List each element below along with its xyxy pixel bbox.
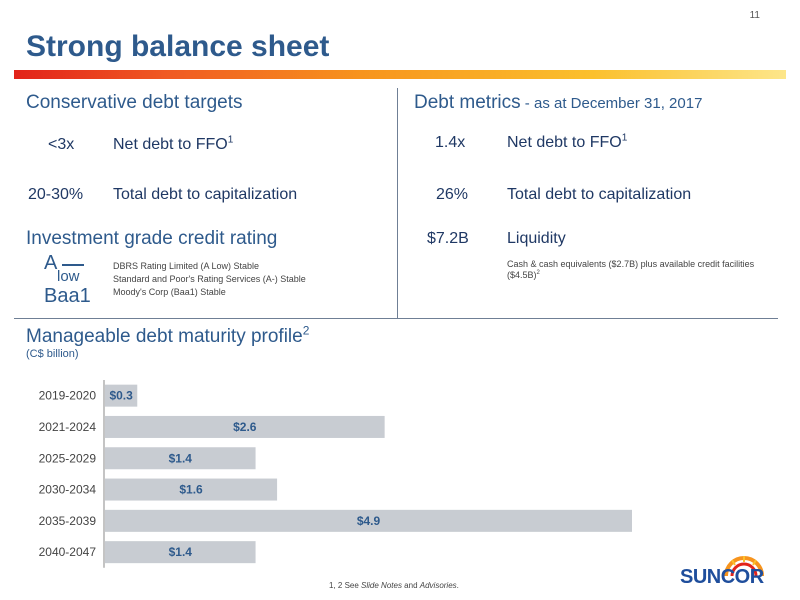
rating-baa1: Baa1 [44,285,91,307]
metric-label-capitalization: Total debt to capitalization [507,186,692,203]
maturity-heading: Manageable debt maturity profile2 [26,323,310,347]
target-label-net-debt: Net debt to FFO1 [113,134,234,153]
bar-value-label: $0.3 [109,389,133,403]
bar [105,415,385,438]
category-label: 2025-2029 [39,451,97,465]
category-label: 2021-2024 [39,420,97,434]
page-title: Strong balance sheet [26,30,330,63]
page-number: 11 [749,10,760,21]
footer-note: 1, 2 See Slide Notes and Advisories. [329,581,459,590]
agency-sp: Standard and Poor's Rating Services (A-)… [113,274,306,284]
rating-a: A [44,252,58,274]
liquidity-note: Cash & cash equivalents ($2.7B) plus ava… [507,259,755,280]
target-value-capitalization: 20-30% [28,186,84,203]
bar-value-label: $4.9 [357,514,381,528]
horizontal-divider [14,318,778,319]
category-label: 2019-2020 [39,389,97,403]
metrics-heading: Debt metrics - as at December 31, 2017 [414,92,703,113]
category-label: 2035-2039 [39,514,97,528]
suncor-logo: SUNCOR [680,554,776,588]
bar [105,509,632,532]
bar-value-label: $1.4 [169,451,193,465]
category-label: 2030-2034 [39,483,97,497]
metric-value-capitalization: 26% [436,186,469,203]
title-gradient-bar [14,70,786,79]
metric-label-liquidity: Liquidity [507,230,566,247]
target-value-net-debt: <3x [48,136,75,153]
bar [105,384,138,407]
credit-heading: Investment grade credit rating [26,228,278,249]
vertical-divider [397,88,398,318]
rating-dash [62,264,84,266]
bar-value-label: $1.4 [169,545,193,559]
rating-low: low [57,268,80,285]
agency-dbrs: DBRS Rating Limited (A Low) Stable [113,261,260,271]
maturity-unit: (C$ billion) [26,348,79,360]
targets-heading: Conservative debt targets [26,92,243,113]
bar-value-label: $1.6 [179,483,203,497]
metric-label-net-debt: Net debt to FFO1 [507,132,628,151]
bar-value-label: $2.6 [233,420,257,434]
category-label: 2040-2047 [39,545,97,559]
logo-text: SUNCOR [680,566,764,588]
agency-moodys: Moody's Corp (Baa1) Stable [113,287,226,297]
bar [105,478,278,501]
metric-value-net-debt: 1.4x [435,134,466,151]
target-label-capitalization: Total debt to capitalization [113,186,298,203]
bar [105,541,256,564]
sun-arc-icon [724,556,764,577]
metric-value-liquidity: $7.2B [427,230,469,247]
bar [105,447,256,470]
